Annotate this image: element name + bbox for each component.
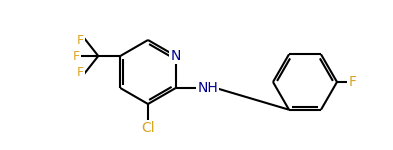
Text: NH: NH xyxy=(197,81,218,95)
Text: F: F xyxy=(77,33,84,46)
Text: F: F xyxy=(73,50,80,63)
Text: Cl: Cl xyxy=(141,121,155,135)
Text: F: F xyxy=(349,75,357,89)
Text: N: N xyxy=(171,49,181,63)
Text: F: F xyxy=(77,66,84,78)
